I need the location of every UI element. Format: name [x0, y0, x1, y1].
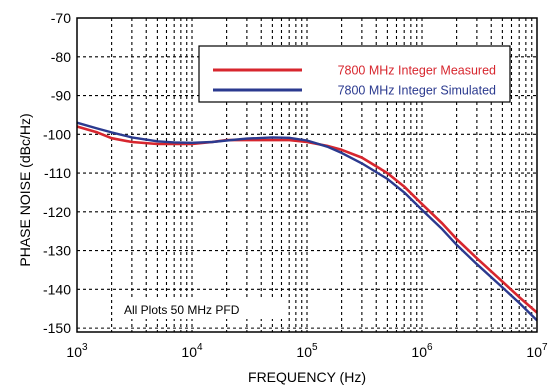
- legend: 7800 MHz Integer Measured 7800 MHz Intege…: [198, 45, 511, 103]
- x-tick-label: 107: [526, 342, 548, 360]
- annotation-text: All Plots 50 MHz PFD: [124, 303, 240, 317]
- y-tick-labels: -70 -80 -90 -100 -110 -120 -130 -140 -150: [43, 10, 71, 336]
- y-tick-label: -80: [51, 49, 71, 65]
- x-tick-label: 105: [296, 342, 318, 360]
- legend-box: [198, 45, 511, 103]
- y-tick-label: -110: [44, 165, 71, 181]
- y-axis-title: PHASE NOISE (dBc/Hz): [17, 113, 33, 266]
- y-tick-label: -120: [43, 204, 71, 220]
- y-tick-label: -130: [43, 243, 71, 259]
- y-tick-label: -90: [51, 88, 71, 104]
- grid-lines: [77, 18, 537, 332]
- x-axis-title: FREQUENCY (Hz): [248, 369, 366, 385]
- legend-label: 7800 MHz Integer Simulated: [338, 84, 496, 98]
- x-tick-label: 106: [411, 342, 433, 360]
- annotation-group: All Plots 50 MHz PFD: [120, 299, 283, 319]
- series-lines: [76, 121, 538, 322]
- y-tick-label: -70: [51, 10, 71, 26]
- annotation-background: [120, 299, 283, 319]
- y-tick-label: -140: [43, 281, 71, 297]
- simulated-series-line: [76, 121, 538, 322]
- plot-frame: [76, 17, 538, 333]
- x-tick-labels: 103 104 105 106 107: [66, 342, 548, 360]
- measured-series-line: [76, 125, 538, 314]
- y-tick-label: -150: [43, 320, 71, 336]
- x-tick-label: 104: [181, 342, 203, 360]
- x-tick-label: 103: [66, 342, 88, 360]
- y-tick-label: -100: [43, 126, 71, 142]
- legend-label: 7800 MHz Integer Measured: [338, 64, 496, 78]
